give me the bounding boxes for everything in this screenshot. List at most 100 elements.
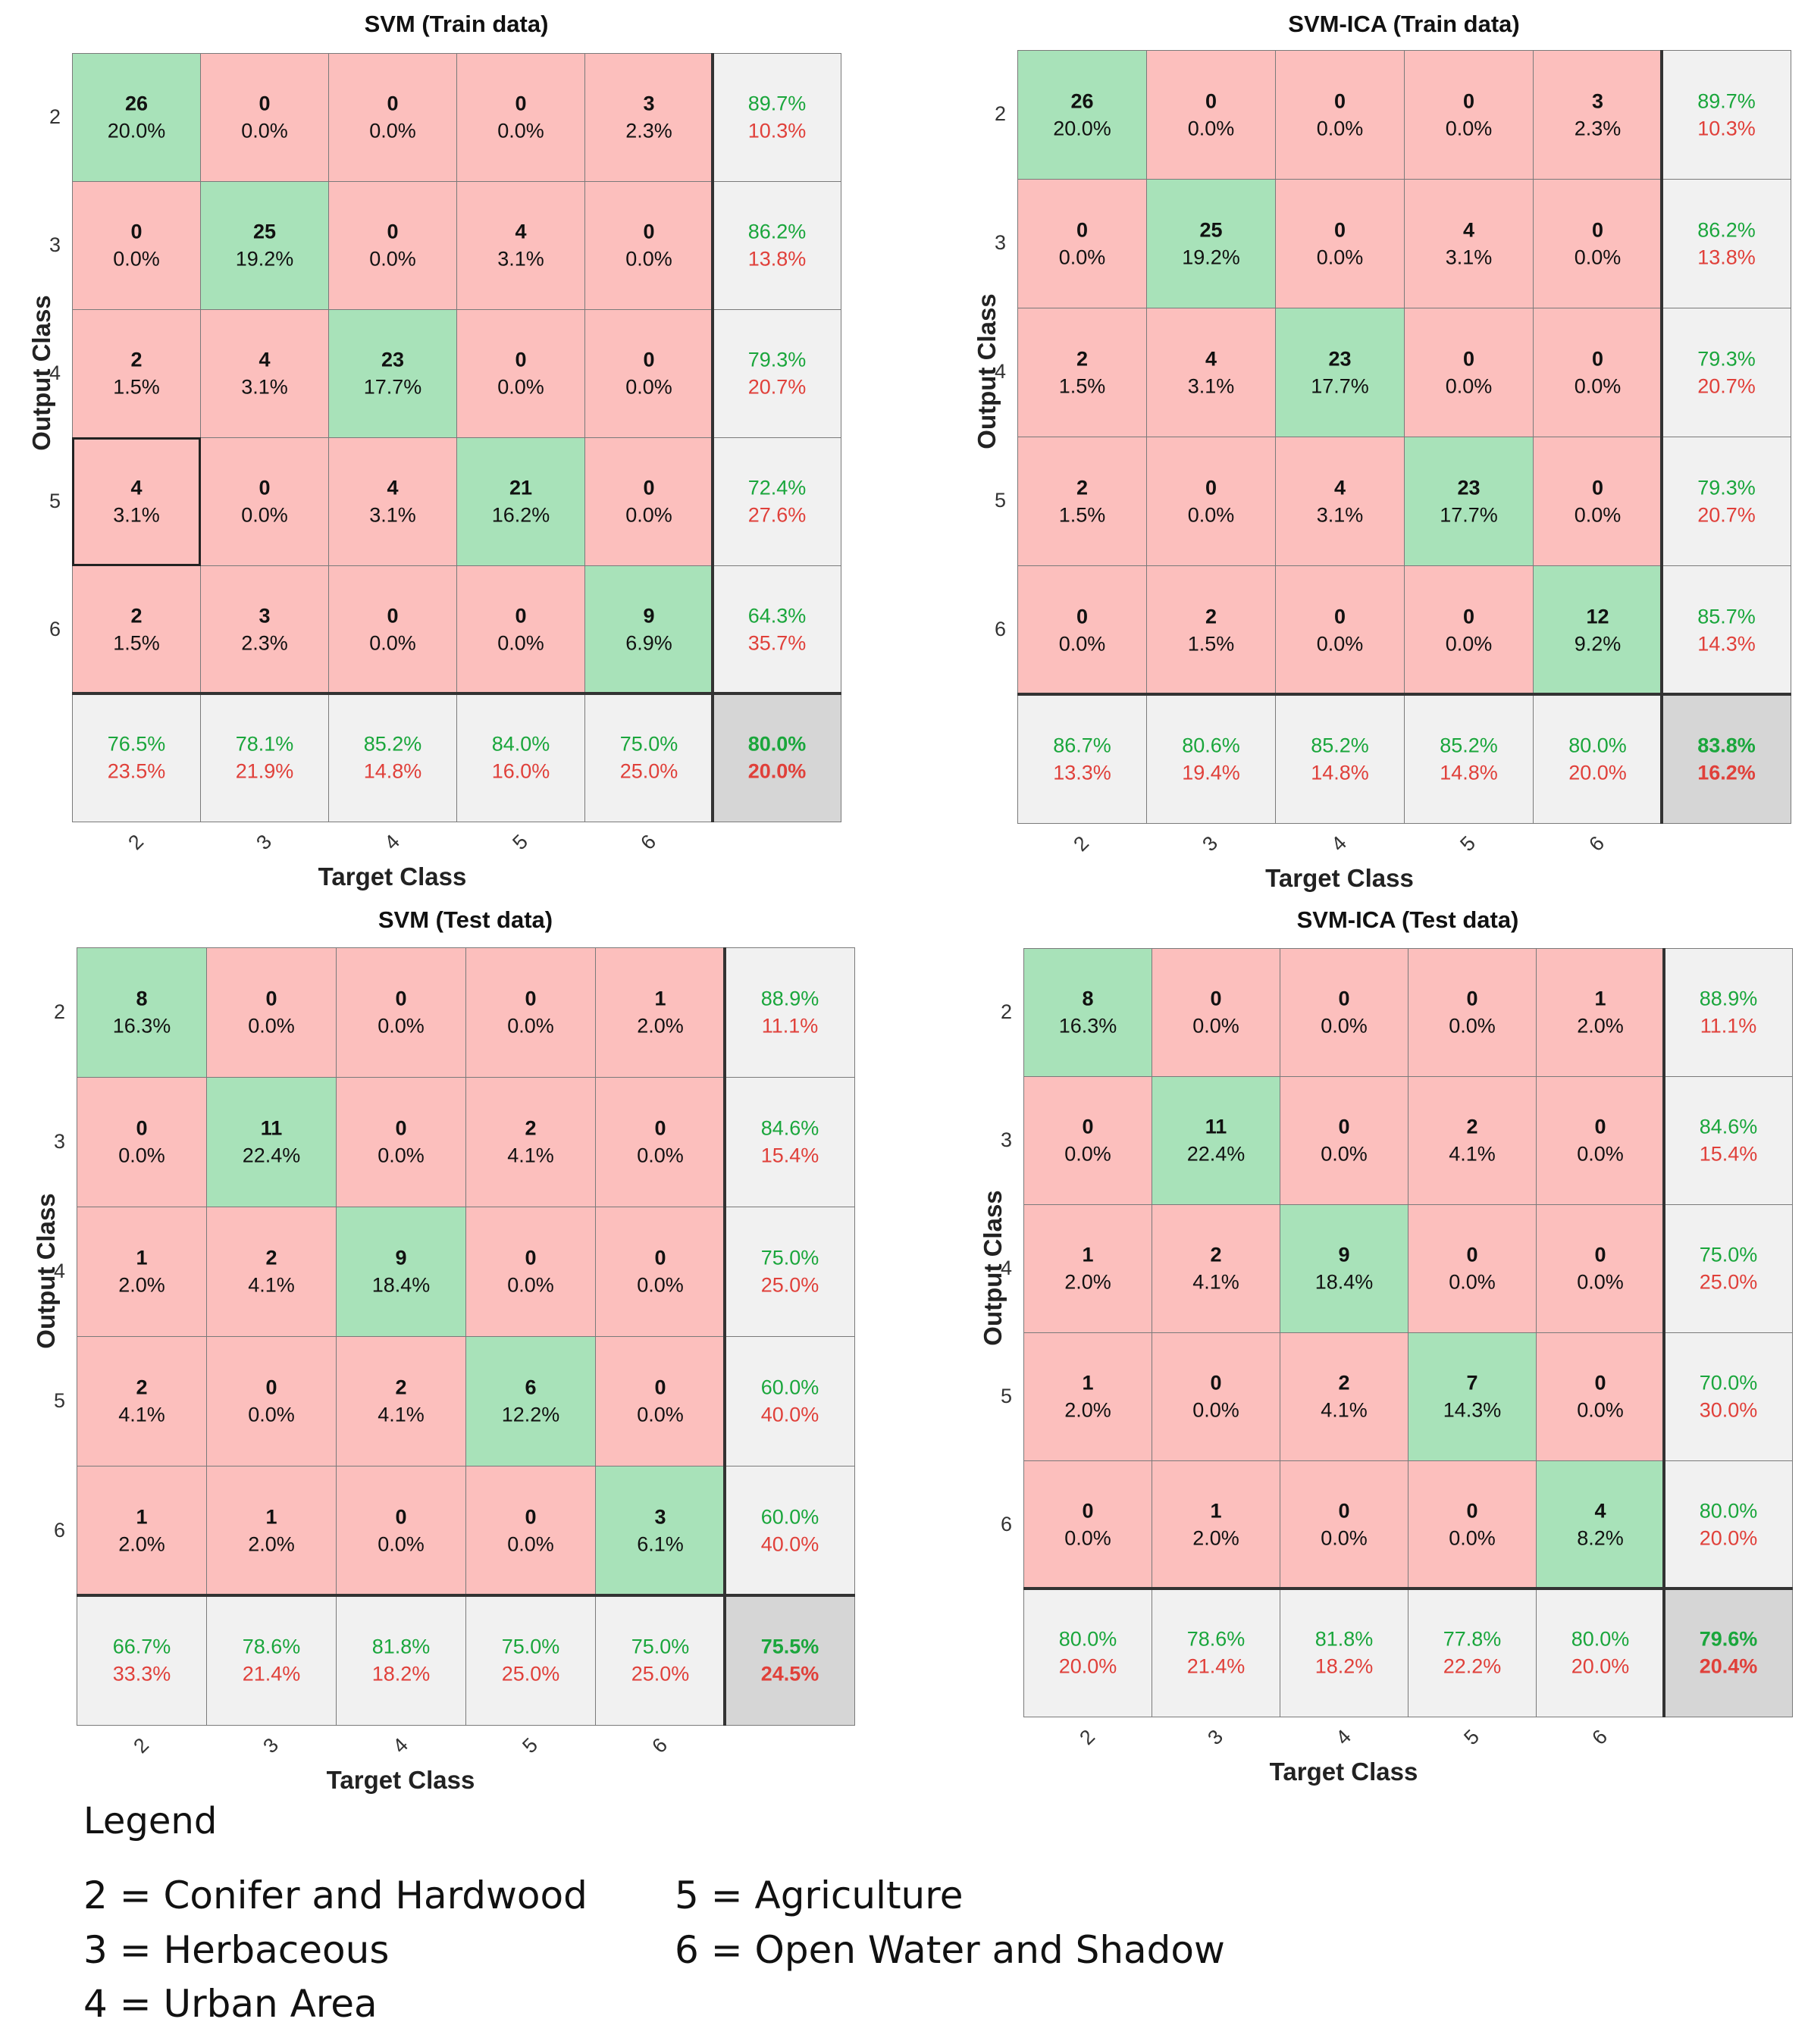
cell-percent: 0.0% (1058, 632, 1106, 656)
cell-text: 23 17.7% (1405, 474, 1533, 529)
precision-value: 79.3% (747, 348, 807, 371)
cell-percent: 4.1% (248, 1274, 295, 1297)
error-value: 21.9% (235, 760, 294, 783)
cell-percent: 16.3% (112, 1015, 171, 1038)
error-value: 21.4% (1186, 1655, 1246, 1678)
cell-count: 25 (1199, 218, 1223, 242)
cell-text: 0 0.0% (201, 474, 328, 530)
matrix-cell: 2 1.5% (72, 565, 201, 694)
cell-count: 23 (381, 348, 405, 371)
cell-percent: 18.4% (1314, 1271, 1374, 1294)
matrix-cell: 0 0.0% (465, 1466, 596, 1596)
x-tick-label: 2 (1069, 831, 1094, 856)
cell-percent: 0.0% (1192, 1399, 1239, 1422)
cell-text: 0 0.0% (329, 603, 456, 658)
matrix-cell: 0 0.0% (1146, 437, 1276, 566)
cell-percent: 0.0% (1449, 1527, 1496, 1550)
cell-text: 4 8.2% (1537, 1498, 1664, 1553)
matrix-cell: 0 0.0% (328, 53, 457, 182)
overall-error: 24.5% (760, 1663, 819, 1686)
cell-percent: 0.0% (1064, 1143, 1111, 1166)
recall-value: 84.0% (491, 732, 550, 756)
cell-percent: 2.0% (1192, 1527, 1239, 1550)
cell-count: 0 (525, 1246, 537, 1269)
cell-text: 3 2.3% (585, 90, 713, 146)
cell-percent: 0.0% (1445, 117, 1493, 140)
matrix-cell: 26 20.0% (72, 53, 201, 182)
matrix-cell: 1 2.0% (1023, 1204, 1152, 1333)
x-tick-label: 2 (123, 830, 148, 855)
cell-percent: 0.0% (1187, 503, 1235, 527)
y-axis-label: Output Class (973, 293, 1001, 449)
row-summary-cell: 60.0% 40.0% (725, 1466, 855, 1596)
error-value: 22.2% (1443, 1655, 1502, 1678)
matrix-cell: 4 3.1% (1146, 308, 1276, 437)
recall-value: 75.0% (501, 1635, 560, 1658)
error-value: 14.8% (363, 760, 422, 783)
matrix-cell: 0 0.0% (1536, 1332, 1665, 1461)
cell-percent: 0.0% (1577, 1271, 1624, 1294)
precision-value: 85.7% (1697, 605, 1756, 628)
cell-percent: 9.2% (1574, 632, 1622, 656)
cell-count: 0 (1594, 1243, 1606, 1266)
cell-text: 25 19.2% (1147, 216, 1275, 271)
cell-text: 88.9% 11.1% (725, 985, 854, 1041)
matrix-cell: 2 1.5% (1017, 308, 1147, 437)
cell-count: 0 (1594, 1371, 1606, 1394)
cell-text: 0 0.0% (207, 985, 336, 1041)
matrix-cell: 0 0.0% (1152, 1332, 1280, 1461)
matrix-cell: 0 0.0% (1408, 1460, 1537, 1589)
cell-count: 1 (1082, 1243, 1094, 1266)
matrix-cell: 0 0.0% (1404, 308, 1534, 437)
matrix-cell: 2 4.1% (206, 1207, 337, 1337)
column-summary-cell: 80.0% 20.0% (1536, 1589, 1665, 1717)
cell-count: 0 (1338, 1115, 1350, 1138)
matrix-cell: 6 12.2% (465, 1336, 596, 1466)
cell-count: 0 (1462, 605, 1475, 628)
cell-text: 76.5% 23.5% (73, 731, 200, 786)
matrix-cell: 0 0.0% (1275, 179, 1405, 308)
recall-value: 75.0% (619, 732, 678, 756)
cell-count: 11 (1205, 1115, 1227, 1138)
cell-text: 2 1.5% (1018, 345, 1146, 400)
cell-count: 0 (1338, 1499, 1350, 1523)
overall-error: 16.2% (1697, 761, 1756, 784)
cell-count: 3 (654, 1505, 666, 1529)
separator-vertical (1660, 50, 1663, 824)
column-summary-cell: 77.8% 22.2% (1408, 1589, 1537, 1717)
precision-value: 70.0% (1699, 1371, 1758, 1394)
cell-count: 0 (1462, 347, 1475, 371)
row-summary-cell: 79.3% 20.7% (1662, 308, 1791, 437)
cell-count: 0 (395, 1505, 407, 1529)
cell-percent: 12.2% (501, 1404, 560, 1426)
precision-value: 88.9% (760, 987, 819, 1010)
cell-count: 12 (1586, 605, 1609, 628)
y-tick-label: 3 (995, 231, 1007, 254)
cell-text: 0 0.0% (466, 985, 595, 1041)
precision-value: 89.7% (1697, 89, 1756, 113)
separator-horizontal (72, 692, 841, 695)
row-summary-cell: 80.0% 20.0% (1664, 1460, 1793, 1589)
matrix-cell: 23 17.7% (1275, 308, 1405, 437)
cell-count: 2 (1466, 1115, 1478, 1138)
cell-text: 4 3.1% (1276, 474, 1404, 529)
cell-text: 0 0.0% (1534, 216, 1662, 271)
row-summary-cell: 79.3% 20.7% (713, 309, 841, 438)
cell-text: 0 0.0% (1024, 1498, 1152, 1553)
cell-count: 7 (1466, 1371, 1478, 1394)
cell-count: 0 (1076, 605, 1089, 628)
cell-text: 1 2.0% (1152, 1498, 1280, 1553)
cell-percent: 0.0% (241, 504, 288, 527)
cell-percent: 3.1% (369, 504, 416, 527)
cell-percent: 0.0% (1321, 1143, 1368, 1166)
matrix-cell: 2 4.1% (465, 1077, 596, 1207)
cell-percent: 3.1% (1187, 374, 1235, 398)
cell-count: 0 (1466, 987, 1478, 1010)
matrix-cell: 11 22.4% (206, 1077, 337, 1207)
x-axis-label: Target Class (326, 1766, 475, 1794)
cell-percent: 0.0% (637, 1144, 684, 1167)
matrix-cell: 4 3.1% (72, 437, 201, 566)
overall-accuracy: 75.5% (760, 1635, 819, 1658)
matrix-cell: 2 4.1% (336, 1336, 466, 1466)
separator-horizontal (1023, 1587, 1793, 1590)
